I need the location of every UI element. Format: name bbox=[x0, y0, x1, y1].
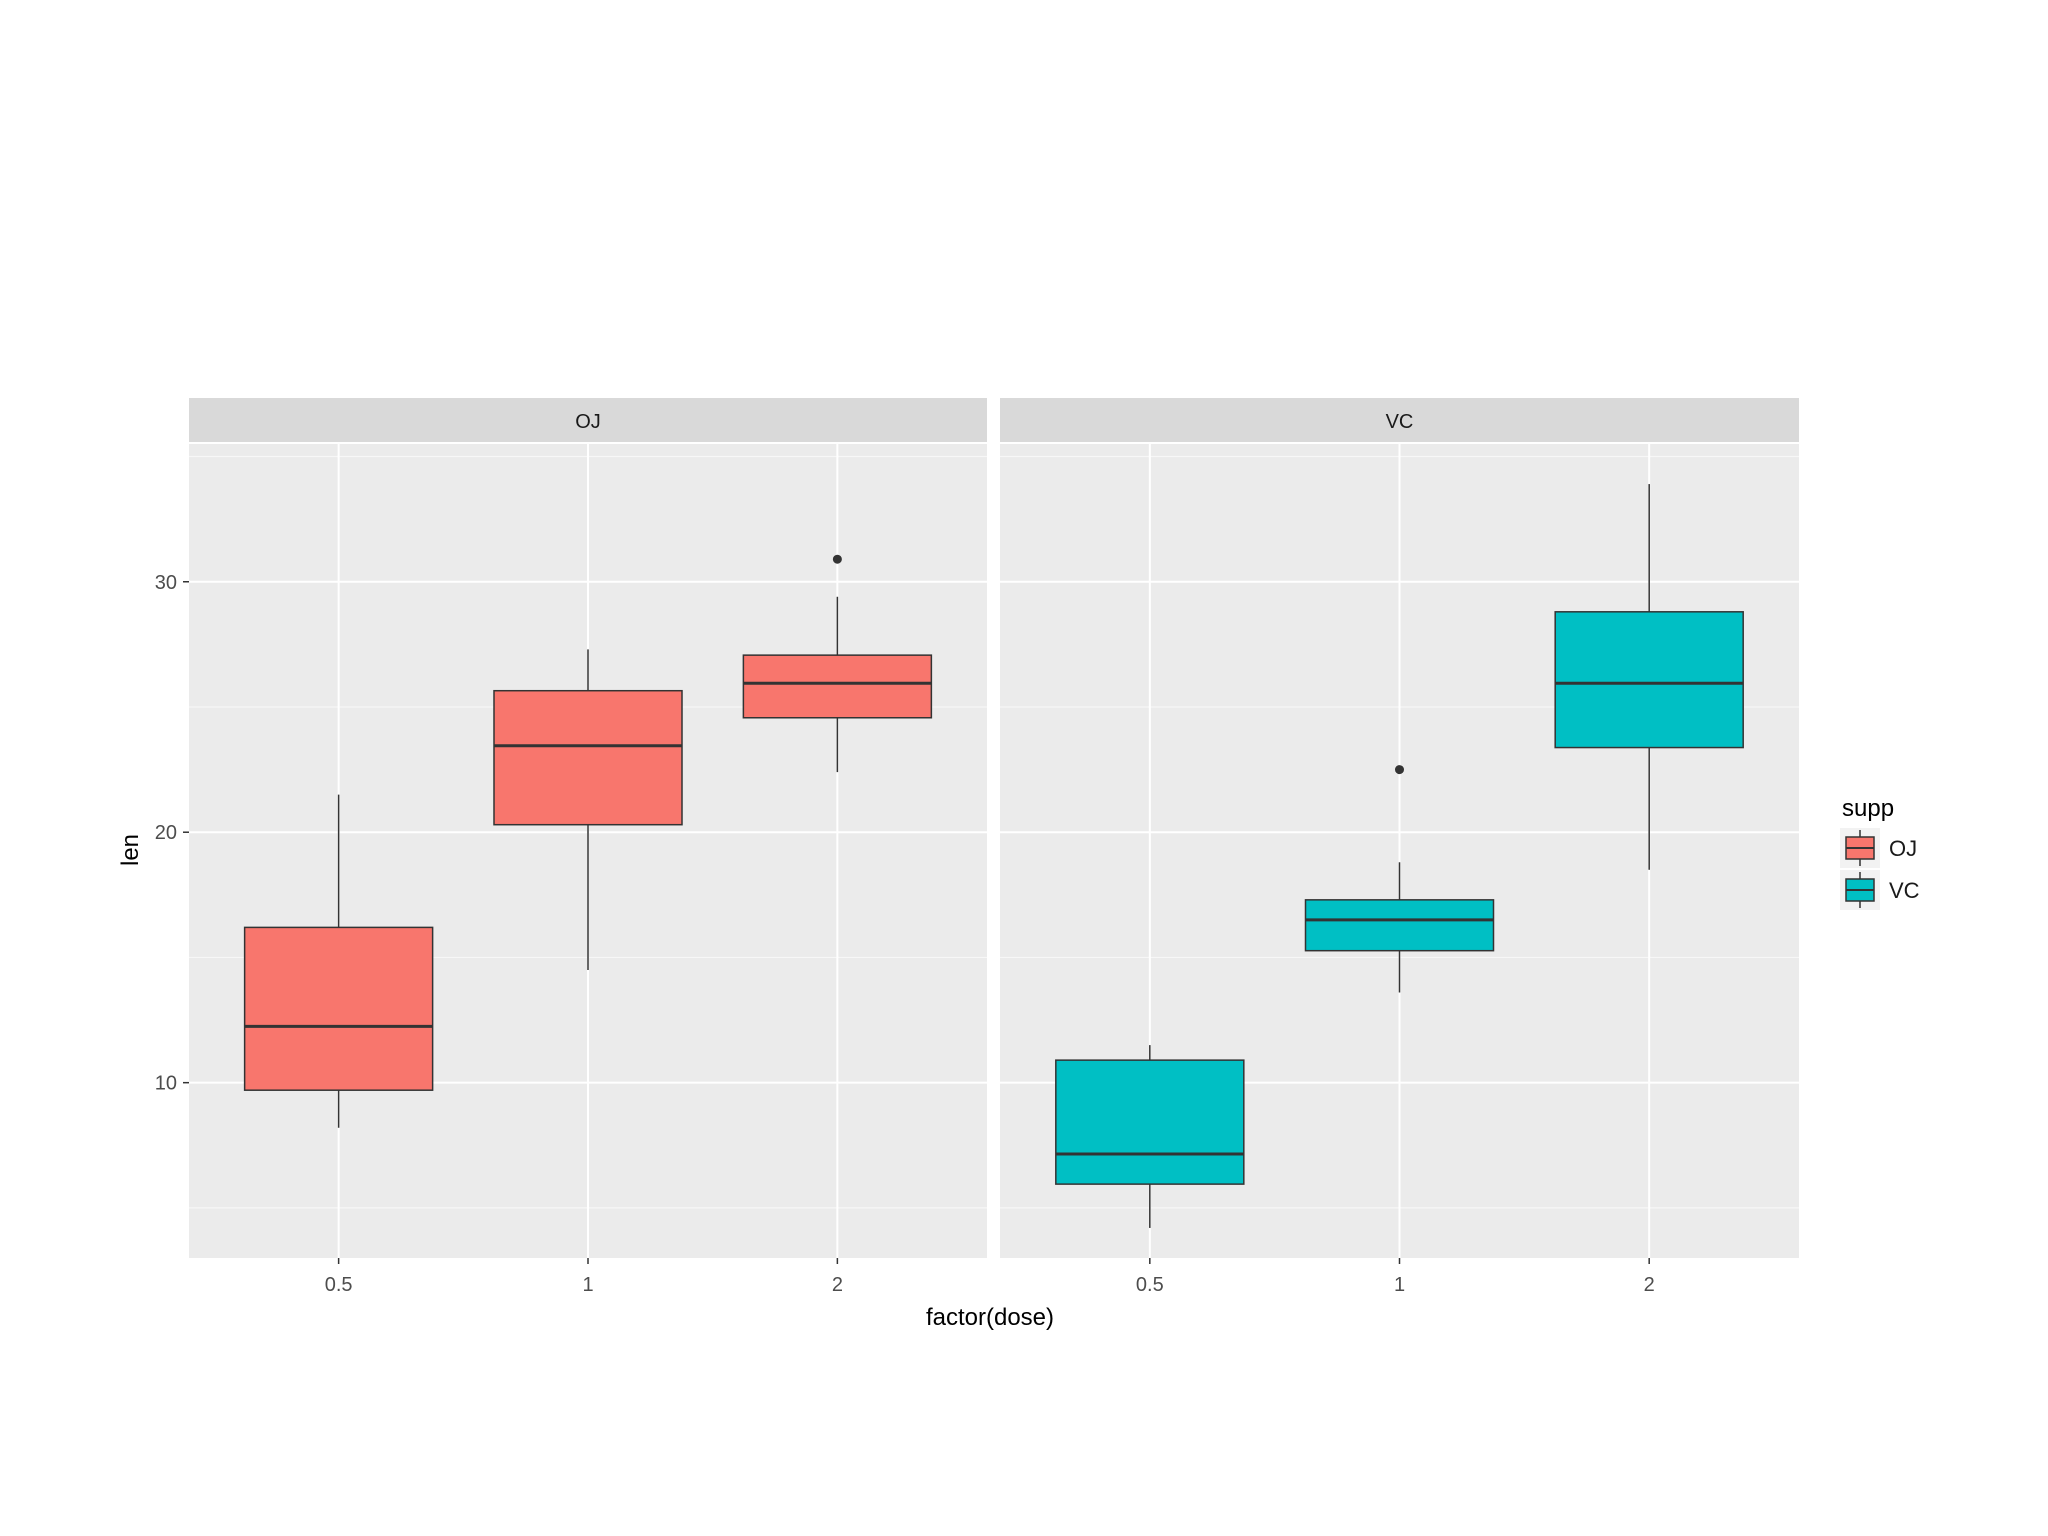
facet-strip-label: OJ bbox=[575, 411, 601, 433]
x-tick-label: 2 bbox=[832, 1274, 843, 1296]
x-tick-label: 2 bbox=[1644, 1274, 1655, 1296]
facet-strip bbox=[1000, 398, 1799, 442]
box-vc-2 bbox=[1554, 484, 1744, 870]
legend-title: supp bbox=[1842, 795, 1894, 822]
facet-strip-label: VC bbox=[1386, 411, 1414, 433]
box-body bbox=[1055, 1059, 1245, 1185]
y-tick-label: 10 bbox=[155, 1073, 177, 1095]
legend-entry-label: OJ bbox=[1889, 836, 1917, 861]
y-axis-title: len bbox=[117, 834, 144, 866]
box-oj-2 bbox=[742, 554, 933, 773]
box-body bbox=[493, 689, 683, 826]
facets: OJ 0.5 1 2 VC 0.5 1 2 bbox=[189, 398, 1799, 1296]
box-oj-1 bbox=[493, 649, 683, 970]
x-tick-label: 0.5 bbox=[1136, 1274, 1164, 1296]
x-tick-label: 1 bbox=[582, 1274, 593, 1296]
box-body bbox=[742, 654, 933, 719]
outlier-point bbox=[1395, 765, 1404, 775]
y-tick-label: 30 bbox=[155, 572, 177, 594]
x-axis-title: factor(dose) bbox=[926, 1304, 1054, 1331]
box-body bbox=[1554, 611, 1744, 749]
legend-entry-label: VC bbox=[1889, 878, 1920, 903]
facet-panel-vc: VC 0.5 1 2 bbox=[1000, 398, 1799, 1296]
box-vc-0.5 bbox=[1055, 1045, 1245, 1228]
legend-key-vc: VC bbox=[1840, 870, 1920, 910]
x-tick-label: 0.5 bbox=[325, 1274, 353, 1296]
facet-panel-oj: OJ 0.5 1 2 bbox=[189, 398, 987, 1296]
box-body bbox=[1304, 899, 1495, 952]
legend-keys: OJ VC bbox=[1840, 828, 1920, 910]
box-oj-0.5 bbox=[243, 794, 434, 1128]
box-body bbox=[243, 926, 434, 1091]
y-tick-label: 20 bbox=[155, 822, 177, 844]
legend-key-oj: OJ bbox=[1840, 828, 1917, 868]
facet-strip bbox=[189, 398, 987, 442]
x-tick-label: 1 bbox=[1394, 1274, 1405, 1296]
box-vc-1 bbox=[1304, 765, 1495, 993]
outlier-point bbox=[832, 554, 842, 564]
legend: supp OJ VC bbox=[1840, 795, 1920, 910]
y-axis: 10 20 30 bbox=[155, 572, 189, 1095]
